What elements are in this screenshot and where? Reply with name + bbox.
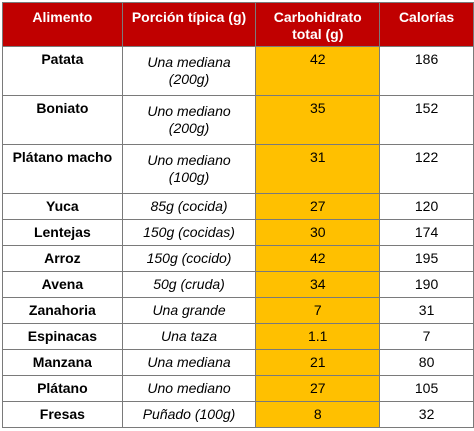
food-cell: Lentejas xyxy=(2,219,123,246)
carbs-cell: 7 xyxy=(255,297,381,324)
food-cell: Patata xyxy=(2,46,123,96)
calories-cell: 7 xyxy=(379,323,474,350)
food-cell: Boniato xyxy=(2,95,123,145)
food-cell: Plátano macho xyxy=(2,144,123,194)
table-body: Patata Una mediana (200g) 42 186 Boniato Uno … xyxy=(2,46,474,428)
carbs-cell: 42 xyxy=(255,245,381,272)
carbs-cell: 42 xyxy=(255,46,381,96)
carbs-cell: 27 xyxy=(255,193,381,220)
food-cell: Fresas xyxy=(2,401,123,428)
table-row: Lentejas 150g (cocidas) 30 174 xyxy=(2,219,474,246)
header-calories: Calorías xyxy=(379,2,474,47)
table-row: Arroz 150g (cocido) 42 195 xyxy=(2,245,474,272)
table-row: Avena 50g (cruda) 34 190 xyxy=(2,271,474,298)
header-row: Alimento Porción típica (g) Carbohidrato… xyxy=(2,2,474,47)
portion-cell: Uno mediano xyxy=(121,375,257,402)
header-food: Alimento xyxy=(2,2,123,47)
food-cell: Manzana xyxy=(2,349,123,376)
portion-cell: Una grande xyxy=(121,297,257,324)
portion-cell: Una mediana (200g) xyxy=(121,46,257,96)
carbs-cell: 34 xyxy=(255,271,381,298)
calories-cell: 120 xyxy=(379,193,474,220)
food-cell: Arroz xyxy=(2,245,123,272)
table-row: Zanahoria Una grande 7 31 xyxy=(2,297,474,324)
carbs-cell: 31 xyxy=(255,144,381,194)
table-row: Fresas Puñado (100g) 8 32 xyxy=(2,401,474,428)
calories-cell: 186 xyxy=(379,46,474,96)
calories-cell: 195 xyxy=(379,245,474,272)
table-row: Manzana Una mediana 21 80 xyxy=(2,349,474,376)
calories-cell: 105 xyxy=(379,375,474,402)
header-carbs: Carbohidrato total (g) xyxy=(255,2,381,47)
calories-cell: 190 xyxy=(379,271,474,298)
carbs-cell: 27 xyxy=(255,375,381,402)
food-cell: Avena xyxy=(2,271,123,298)
carbs-cell: 21 xyxy=(255,349,381,376)
portion-cell: 150g (cocido) xyxy=(121,245,257,272)
carbs-cell: 30 xyxy=(255,219,381,246)
table-row: Patata Una mediana (200g) 42 186 xyxy=(2,46,474,96)
table-row: Plátano macho Uno mediano (100g) 31 122 xyxy=(2,144,474,194)
carbs-cell: 35 xyxy=(255,95,381,145)
table-row: Yuca 85g (cocida) 27 120 xyxy=(2,193,474,220)
carbs-cell: 8 xyxy=(255,401,381,428)
calories-cell: 31 xyxy=(379,297,474,324)
food-cell: Espinacas xyxy=(2,323,123,350)
food-cell: Yuca xyxy=(2,193,123,220)
portion-cell: 50g (cruda) xyxy=(121,271,257,298)
portion-cell: Una mediana xyxy=(121,349,257,376)
portion-cell: 85g (cocida) xyxy=(121,193,257,220)
portion-cell: Puñado (100g) xyxy=(121,401,257,428)
carbs-cell: 1.1 xyxy=(255,323,381,350)
calories-cell: 174 xyxy=(379,219,474,246)
table-row: Espinacas Una taza 1.1 7 xyxy=(2,323,474,350)
calories-cell: 122 xyxy=(379,144,474,194)
header-portion: Porción típica (g) xyxy=(121,2,257,47)
table-row: Plátano Uno mediano 27 105 xyxy=(2,375,474,402)
calories-cell: 32 xyxy=(379,401,474,428)
food-cell: Plátano xyxy=(2,375,123,402)
calories-cell: 152 xyxy=(379,95,474,145)
portion-cell: Uno mediano (100g) xyxy=(121,144,257,194)
calories-cell: 80 xyxy=(379,349,474,376)
food-cell: Zanahoria xyxy=(2,297,123,324)
portion-cell: Uno mediano (200g) xyxy=(121,95,257,145)
table-row: Boniato Uno mediano (200g) 35 152 xyxy=(2,95,474,145)
portion-cell: Una taza xyxy=(121,323,257,350)
portion-cell: 150g (cocidas) xyxy=(121,219,257,246)
